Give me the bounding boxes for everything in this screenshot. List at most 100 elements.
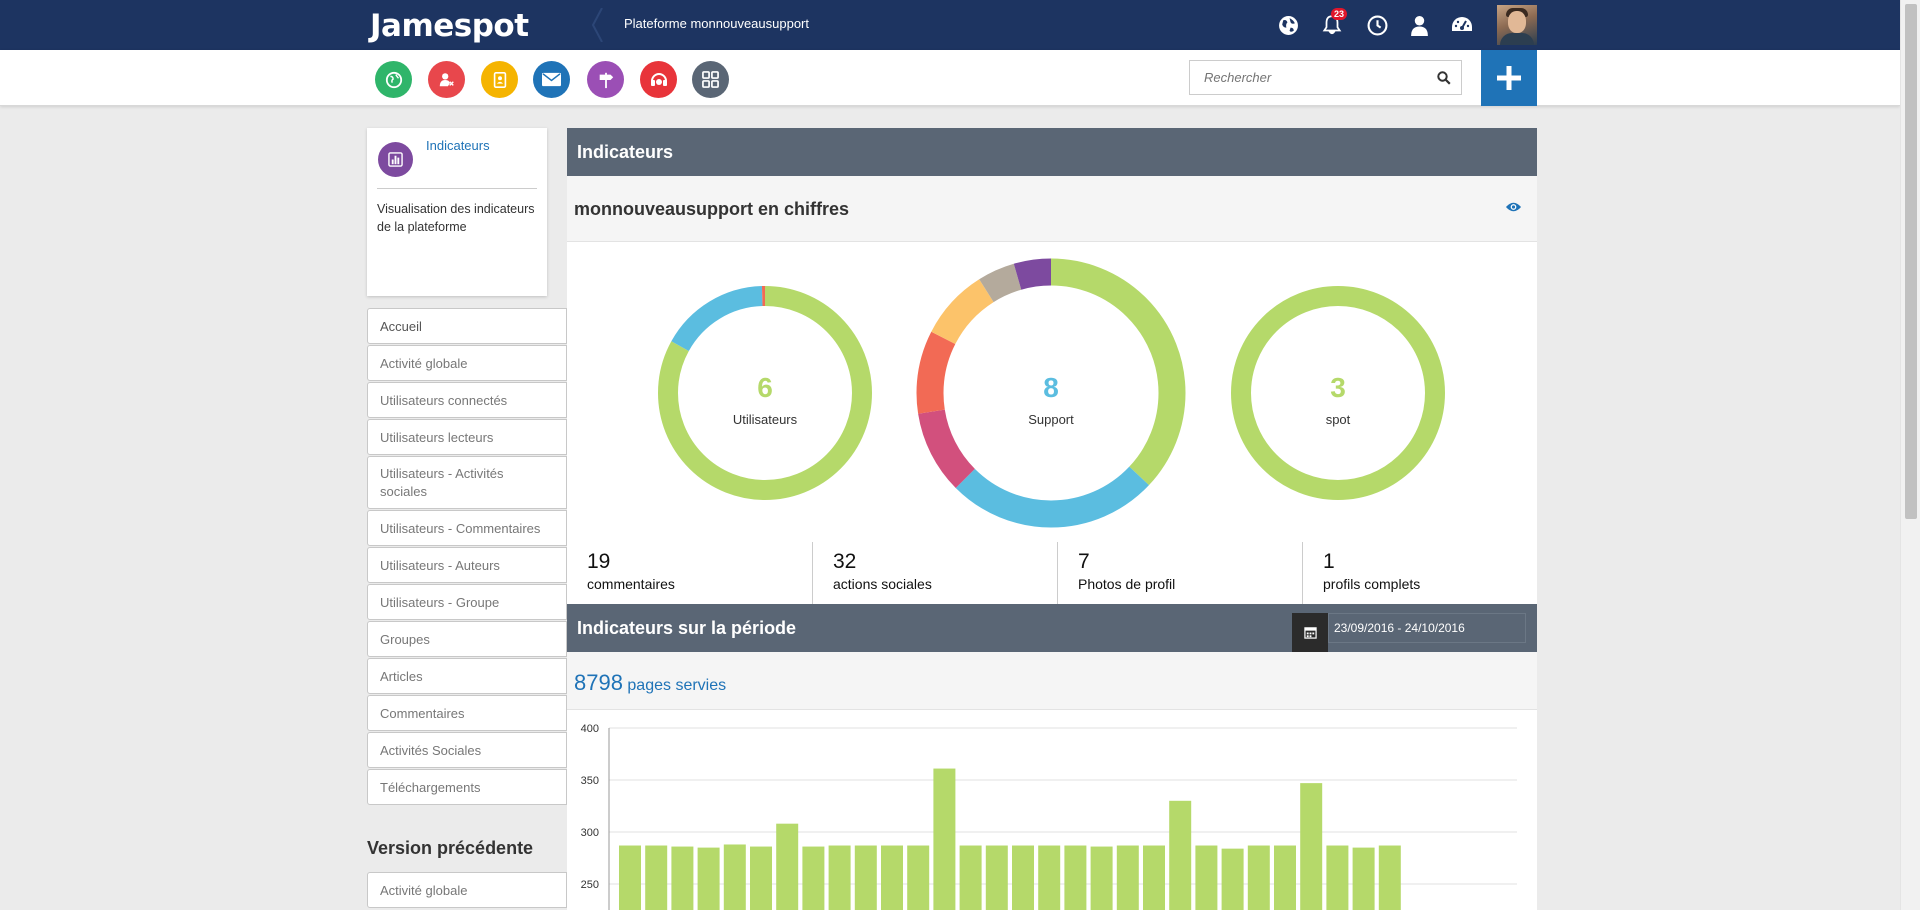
app-toolbar xyxy=(0,50,1900,106)
chart-bar[interactable] xyxy=(1012,845,1034,910)
vertical-scrollbar[interactable] xyxy=(1900,0,1920,910)
sidebar-nav: Accueil Activité globale Utilisateurs co… xyxy=(367,308,567,806)
previous-version-item-activite-globale[interactable]: Activité globale xyxy=(367,872,567,908)
chart-bar[interactable] xyxy=(1378,845,1401,910)
stat-value: 1 xyxy=(1323,550,1335,573)
stat-value: 7 xyxy=(1078,550,1090,573)
users-icon[interactable] xyxy=(428,61,465,98)
chart-bar[interactable] xyxy=(1352,847,1375,910)
sidebar-item-groupes[interactable]: Groupes xyxy=(367,621,567,657)
chart-bar[interactable] xyxy=(1300,783,1323,910)
donut-segment-1[interactable] xyxy=(916,258,1186,528)
chart-bar[interactable] xyxy=(723,844,746,910)
users-count: 6 xyxy=(757,372,773,403)
chart-bar[interactable] xyxy=(1116,845,1139,910)
bar-chart-icon xyxy=(378,142,413,177)
donut-segment-3[interactable] xyxy=(916,258,1186,528)
chart-bar[interactable] xyxy=(1326,845,1349,910)
chart-bar[interactable] xyxy=(854,845,877,910)
platform-name[interactable]: Plateforme monnouveausupport xyxy=(624,16,810,31)
stat-value: 19 xyxy=(587,550,611,573)
chart-bar[interactable] xyxy=(828,845,851,910)
eye-icon[interactable] xyxy=(1505,201,1522,213)
clock-icon[interactable] xyxy=(1363,12,1391,38)
sidebar-item-activite-globale[interactable]: Activité globale xyxy=(367,345,567,381)
support-donut: 8 Support xyxy=(916,258,1186,528)
y-tick-label: 350 xyxy=(581,775,599,787)
plus-icon xyxy=(1497,66,1521,90)
globe-icon[interactable] xyxy=(375,61,412,98)
signpost-icon[interactable] xyxy=(587,61,624,98)
sidebar-item-telechargements[interactable]: Téléchargements xyxy=(367,769,567,805)
chart-bar[interactable] xyxy=(1274,845,1296,910)
previous-version-title: Version précédente xyxy=(367,838,534,858)
chart-bar[interactable] xyxy=(645,845,668,910)
pages-served-count: 8798 xyxy=(574,670,623,695)
chart-bar[interactable] xyxy=(907,845,930,910)
globe-icon[interactable] xyxy=(1274,12,1302,38)
calendar-icon xyxy=(1303,627,1317,639)
chart-bar[interactable] xyxy=(1143,845,1165,910)
dashboard-icon[interactable] xyxy=(1448,12,1476,38)
chart-bar[interactable] xyxy=(1169,800,1192,910)
user-icon[interactable] xyxy=(1405,12,1433,38)
sidebar-item-utilisateurs-activites-sociales[interactable]: Utilisateurs - Activités sociales xyxy=(367,456,567,509)
stat-actions-sociales: 32 actions sociales xyxy=(812,542,1057,604)
chart-bar[interactable] xyxy=(697,847,720,910)
chart-bar[interactable] xyxy=(1038,845,1061,910)
chart-bar[interactable] xyxy=(881,845,903,910)
support-icon[interactable] xyxy=(640,61,677,98)
donut-segment-2[interactable] xyxy=(658,286,872,500)
sidebar-item-articles[interactable]: Articles xyxy=(367,658,567,694)
user-avatar[interactable] xyxy=(1497,5,1537,45)
chart-bar[interactable] xyxy=(671,846,694,910)
sidebar-item-accueil[interactable]: Accueil xyxy=(367,308,567,344)
chart-bar[interactable] xyxy=(933,768,956,910)
date-range-input[interactable]: 23/09/2016 - 24/10/2016 xyxy=(1328,613,1526,643)
calendar-button[interactable] xyxy=(1292,613,1328,652)
card-title[interactable]: Indicateurs xyxy=(426,138,490,153)
donut-segment-0[interactable] xyxy=(1231,286,1445,500)
address-book-icon[interactable] xyxy=(481,61,518,98)
search-input[interactable] xyxy=(1190,61,1420,94)
search-icon[interactable] xyxy=(1437,71,1451,85)
main-panel: Indicateurs monnouveausupport en chiffre… xyxy=(567,128,1537,910)
logo-separator xyxy=(591,8,603,42)
bell-icon[interactable]: 23 xyxy=(1318,8,1348,38)
chart-bar[interactable] xyxy=(802,846,825,910)
sidebar-item-utilisateurs-commentaires[interactable]: Utilisateurs - Commentaires xyxy=(367,510,567,546)
apps-grid-icon[interactable] xyxy=(692,61,729,98)
sidebar-item-utilisateurs-connectes[interactable]: Utilisateurs connectés xyxy=(367,382,567,418)
envelope-icon[interactable] xyxy=(533,61,570,98)
stats-row: 19 commentaires 32 actions sociales 7 Ph… xyxy=(567,542,1537,604)
jamespot-logo[interactable]: Jamespot xyxy=(370,8,529,44)
card-divider xyxy=(377,188,537,189)
sidebar-item-activites-sociales[interactable]: Activités Sociales xyxy=(367,732,567,768)
sidebar-item-utilisateurs-lecteurs[interactable]: Utilisateurs lecteurs xyxy=(367,419,567,455)
donut-segment-6[interactable] xyxy=(916,258,1186,528)
chart-bar[interactable] xyxy=(619,845,641,910)
y-tick-label: 400 xyxy=(581,723,599,735)
chart-bar[interactable] xyxy=(1064,845,1087,910)
pages-served-header: 8798 pages servies xyxy=(567,652,1537,710)
sidebar-item-commentaires[interactable]: Commentaires xyxy=(367,695,567,731)
chart-bar[interactable] xyxy=(985,845,1008,910)
chart-bar[interactable] xyxy=(1247,845,1270,910)
chart-bar[interactable] xyxy=(959,845,982,910)
sidebar-item-utilisateurs-groupe[interactable]: Utilisateurs - Groupe xyxy=(367,584,567,620)
card-description: Visualisation des indicateurs de la plat… xyxy=(377,202,535,234)
scrollbar-thumb[interactable] xyxy=(1905,4,1917,519)
pages-served: 8798 pages servies xyxy=(574,670,726,696)
add-button[interactable] xyxy=(1481,50,1537,106)
spot-count: 3 xyxy=(1330,372,1346,403)
chart-bar[interactable] xyxy=(776,823,799,910)
stat-photos-profil: 7 Photos de profil xyxy=(1057,542,1302,604)
sidebar-item-utilisateurs-auteurs[interactable]: Utilisateurs - Auteurs xyxy=(367,547,567,583)
chart-bar[interactable] xyxy=(750,846,772,910)
chart-bar[interactable] xyxy=(1090,846,1113,910)
stat-profils-complets: 1 profils complets xyxy=(1302,542,1547,604)
notification-badge: 23 xyxy=(1331,8,1348,20)
users-label: Utilisateurs xyxy=(732,412,798,427)
chart-bar[interactable] xyxy=(1221,848,1244,910)
chart-bar[interactable] xyxy=(1195,845,1218,910)
